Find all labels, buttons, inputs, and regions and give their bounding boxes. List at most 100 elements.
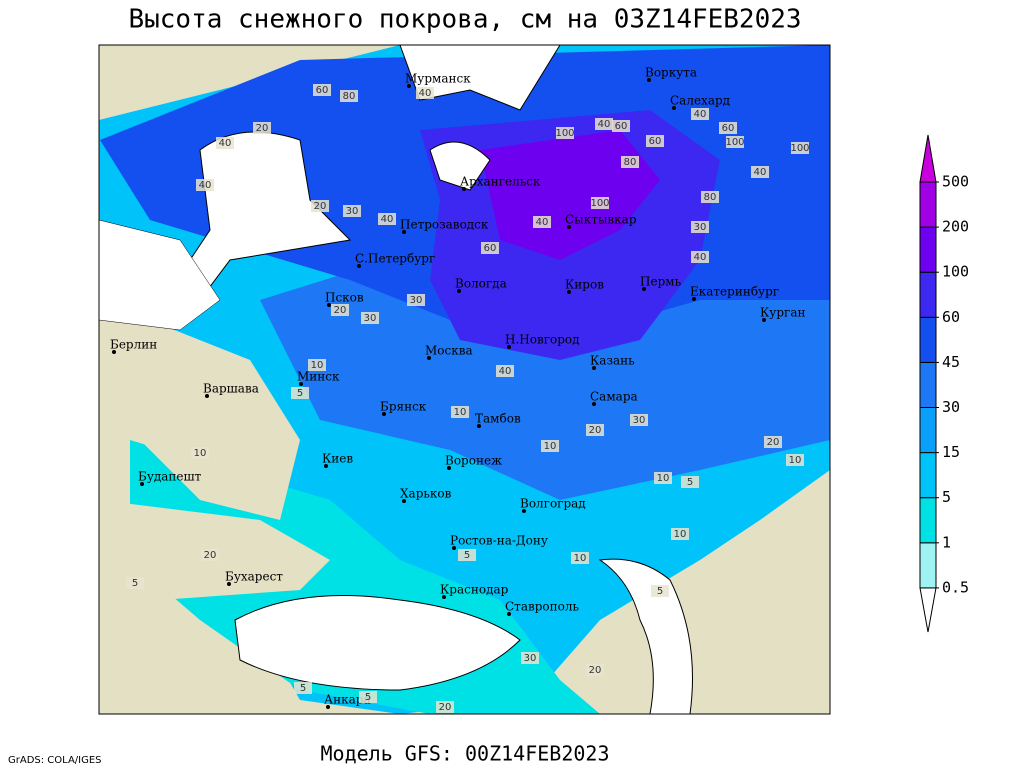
contour-label: 20 <box>334 305 347 316</box>
contour-label-box <box>701 191 719 203</box>
contour-label: 20 <box>204 550 217 561</box>
contour-label-box <box>436 701 454 713</box>
city-label: Салехард <box>670 94 730 108</box>
contour-label-box <box>541 440 559 452</box>
colorbar-label: 5 <box>942 488 951 506</box>
city-label: Москва <box>425 344 473 358</box>
contour-label: 10 <box>657 473 670 484</box>
contour-label: 100 <box>555 128 574 139</box>
contour-label-box <box>201 549 219 561</box>
city-dot <box>112 350 116 354</box>
map <box>99 45 830 714</box>
contour-label: 30 <box>364 313 377 324</box>
city-label: Берлин <box>110 338 157 352</box>
contour-label: 80 <box>624 157 637 168</box>
contour-label: 20 <box>314 201 327 212</box>
contour-label-box <box>313 84 331 96</box>
city-dot <box>672 106 676 110</box>
contour-label-box <box>533 216 551 228</box>
city-dot <box>762 318 766 322</box>
city-dot <box>642 287 646 291</box>
contour-label-box <box>407 294 425 306</box>
contour-label-box <box>612 120 630 132</box>
contour-label: 30 <box>633 415 646 426</box>
contour-label-box <box>378 213 396 225</box>
city-dot <box>507 612 511 616</box>
contour-label-box <box>496 365 514 377</box>
contour-label-box <box>481 242 499 254</box>
city-dot <box>357 264 361 268</box>
contour-label-box <box>331 304 349 316</box>
city-dot <box>382 412 386 416</box>
city-dot <box>462 187 466 191</box>
colorbar-bottom <box>919 587 937 633</box>
contour-label: 40 <box>499 366 512 377</box>
colorbar-segment <box>919 361 937 408</box>
city-dot <box>205 394 209 398</box>
contour-label: 10 <box>789 455 802 466</box>
city-dot <box>402 499 406 503</box>
colorbar-label: 0.5 <box>942 578 969 596</box>
contour-label-box <box>308 359 326 371</box>
city-label: Волгоград <box>520 497 586 511</box>
contour-label: 40 <box>598 119 611 130</box>
contour-label-box <box>311 200 329 212</box>
contour-label: 40 <box>199 180 212 191</box>
city-label: Брянск <box>380 400 427 414</box>
contour-label: 80 <box>343 91 356 102</box>
contour-label-box <box>191 447 209 459</box>
contour-label-box <box>451 406 469 418</box>
city-dot <box>567 290 571 294</box>
contour-label-box <box>571 552 589 564</box>
contour-label: 100 <box>725 137 744 148</box>
contour-label-box <box>586 424 604 436</box>
contour-label-box <box>416 87 434 99</box>
city-label: Бухарест <box>225 570 283 584</box>
contour-label: 30 <box>410 295 423 306</box>
contour-label-box <box>556 127 574 139</box>
contour-label: 60 <box>722 123 735 134</box>
contour-label-box <box>791 142 809 154</box>
contour-label-box <box>654 472 672 484</box>
contour-label: 5 <box>365 692 371 703</box>
city-dot <box>299 382 303 386</box>
contour-label-box <box>291 387 309 399</box>
city-dot <box>567 225 571 229</box>
contour-label-box <box>126 577 144 589</box>
city-label: Варшава <box>203 382 259 396</box>
title: Высота снежного покрова, см на 03Z14FEB2… <box>128 5 801 35</box>
contour-label: 20 <box>439 702 452 713</box>
contour-label: 10 <box>674 529 687 540</box>
colorbar-segment <box>919 181 937 228</box>
contour-label-box <box>651 585 669 597</box>
contour-label: 10 <box>454 407 467 418</box>
contour-label-box <box>586 664 604 676</box>
contour-label: 20 <box>256 123 269 134</box>
colorbar-label: 500 <box>942 173 969 191</box>
contour-label-box <box>681 476 699 488</box>
city-label: Сыктывкар <box>565 213 637 227</box>
contour-label-box <box>343 205 361 217</box>
city-label: С.Петербург <box>355 252 435 266</box>
colorbar-label: 15 <box>942 443 960 461</box>
city-dot <box>227 582 231 586</box>
city-label: Воронеж <box>445 454 502 468</box>
contour-label-box <box>630 414 648 426</box>
contour-label-box <box>458 549 476 561</box>
contour-label: 80 <box>704 192 717 203</box>
contour-label: 40 <box>419 88 432 99</box>
contour-label: 40 <box>536 217 549 228</box>
city-dot <box>327 303 331 307</box>
colorbar-label: 45 <box>942 353 960 371</box>
city-label: Киев <box>322 452 353 466</box>
contour-label: 30 <box>694 222 707 233</box>
contour-label-box <box>691 251 709 263</box>
city-label: Тамбов <box>475 412 521 426</box>
city-label: Петрозаводск <box>400 218 489 232</box>
contour-label: 10 <box>194 448 207 459</box>
city-label: Екатеринбург <box>690 285 779 299</box>
contour-label: 10 <box>544 441 557 452</box>
contour-label: 10 <box>311 360 324 371</box>
city-label: Пермь <box>640 275 682 289</box>
